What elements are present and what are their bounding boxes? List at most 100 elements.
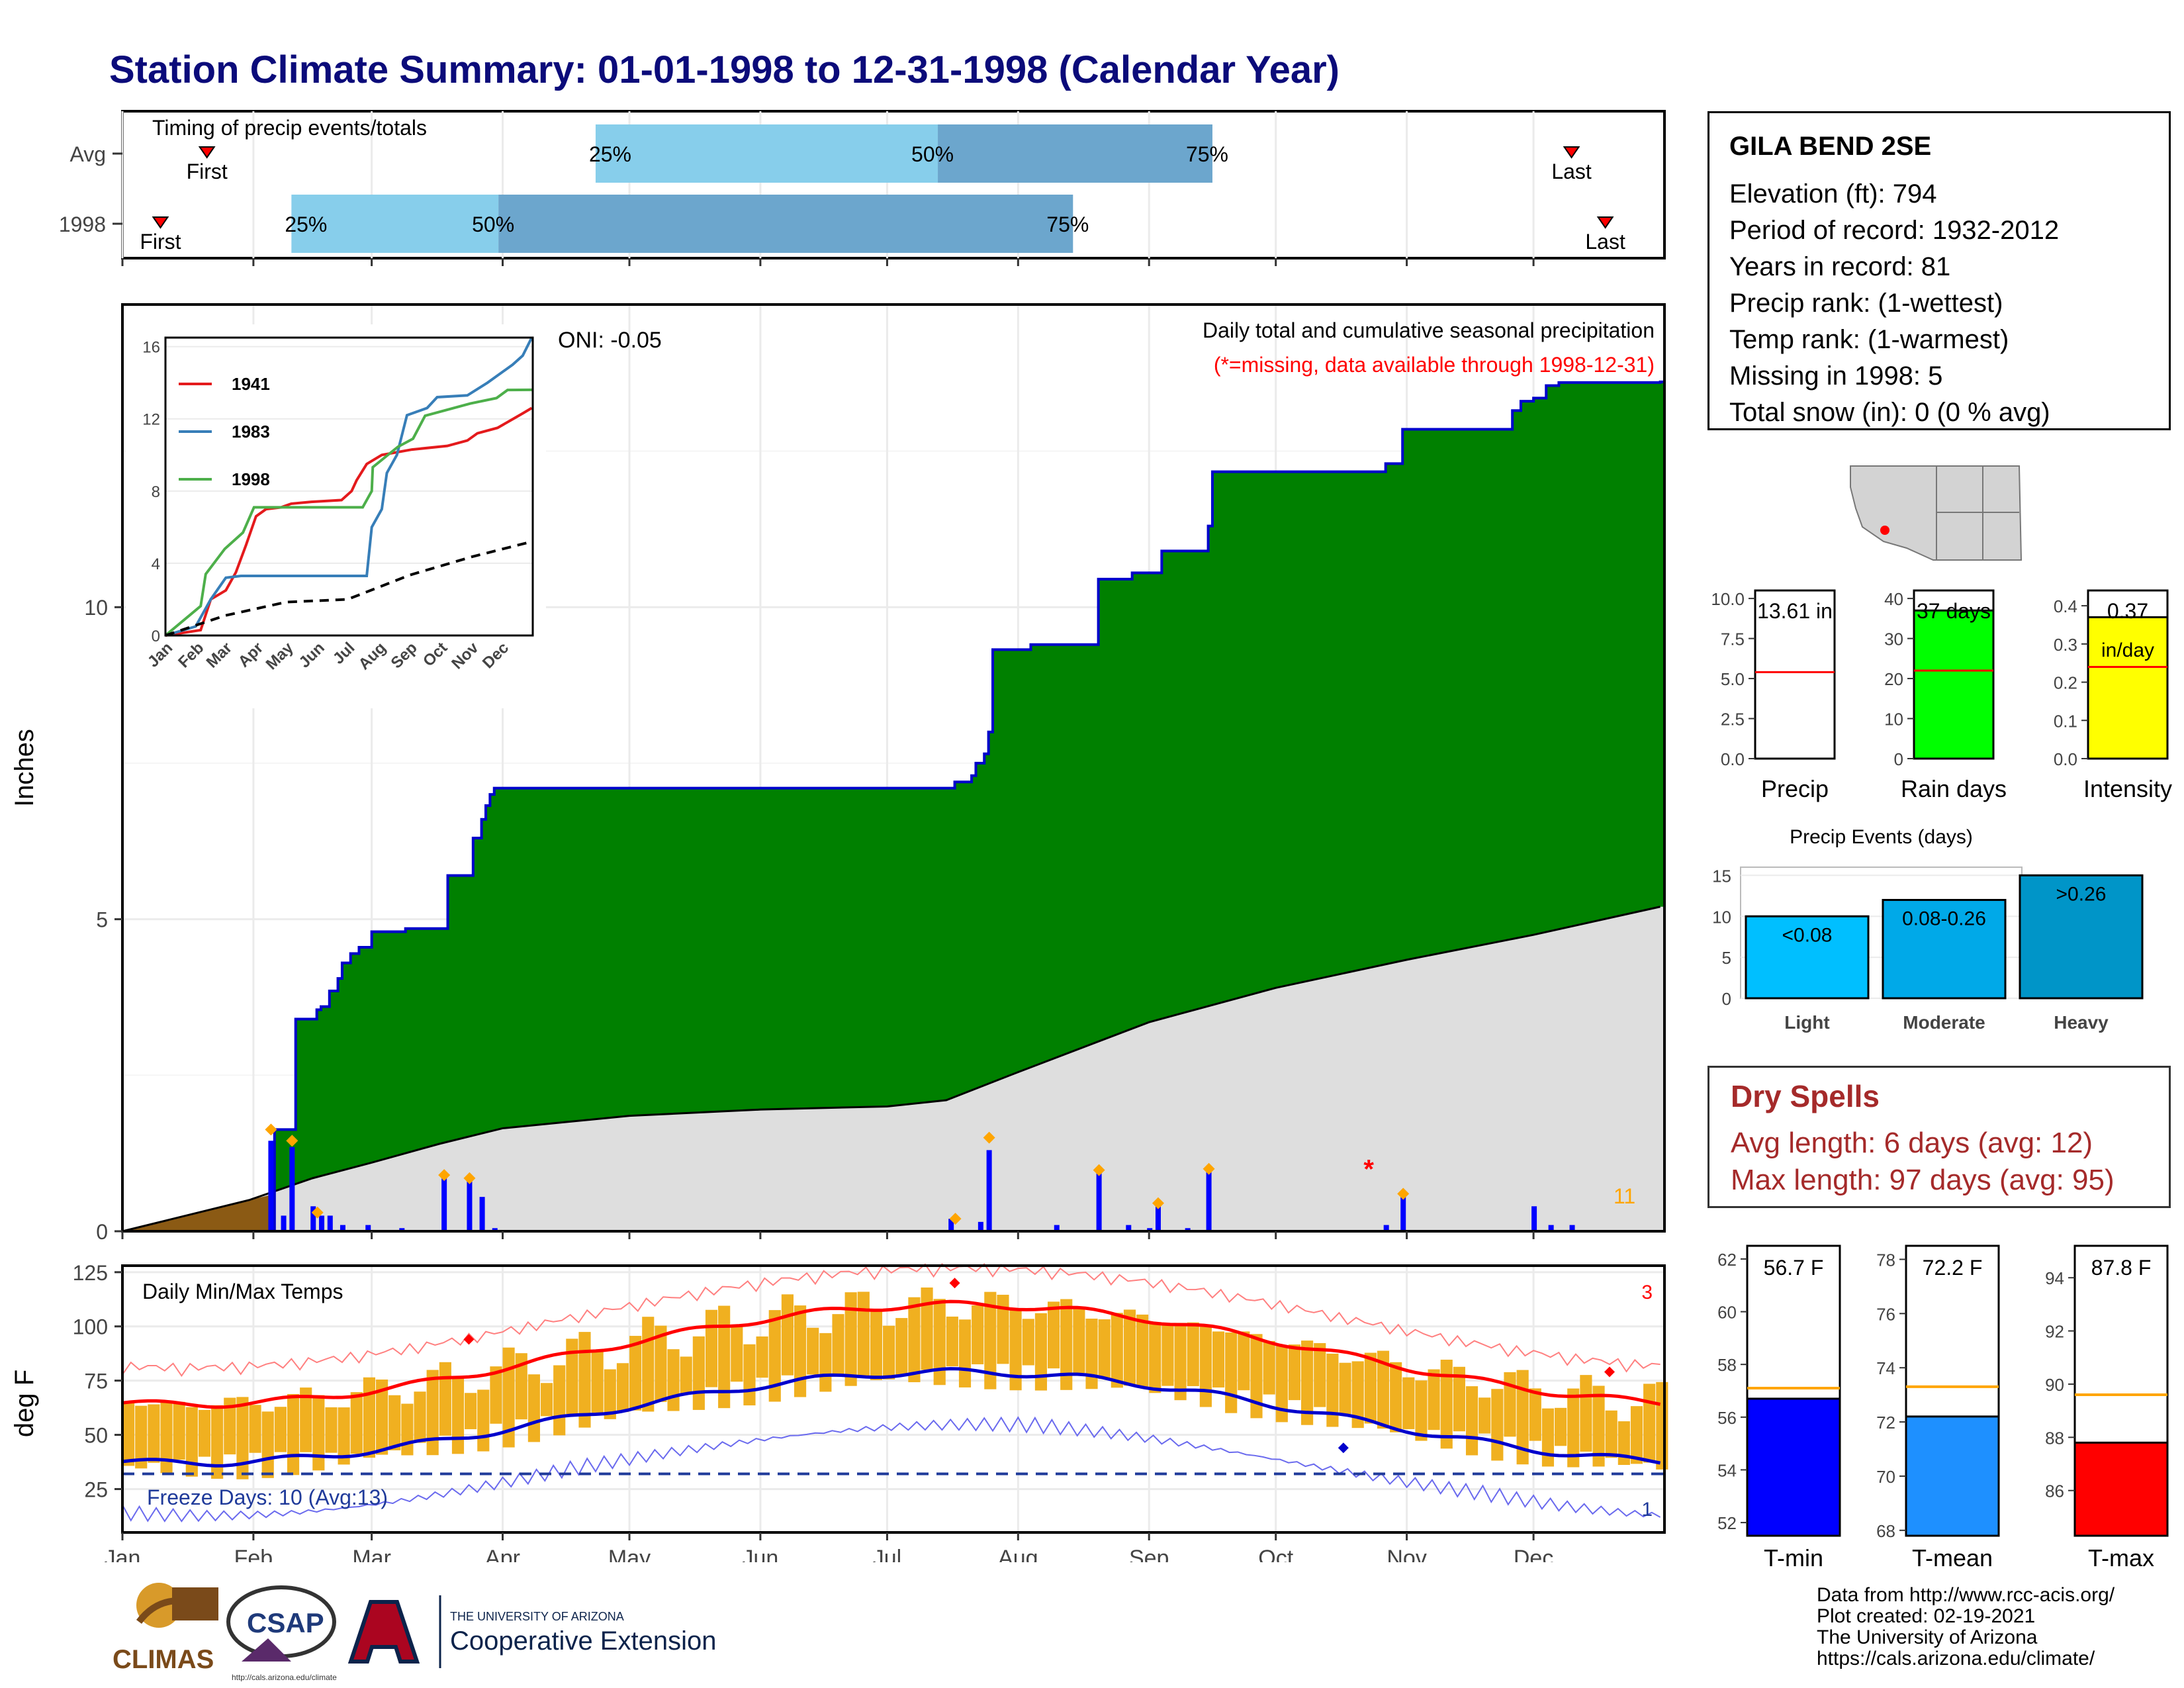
daily-temp-bar	[781, 1294, 794, 1376]
temp-gauges: 52 54 56 58 60 62 56.7 F T-min 68 70 72 74 76 78 72.2 …	[1717, 1244, 2169, 1571]
temp-gauge-fill	[1905, 1415, 2000, 1537]
daily-temp-bar	[997, 1294, 1009, 1364]
daily-precip-bar	[1400, 1194, 1406, 1231]
inset-ytick-label: 4	[152, 555, 160, 573]
daily-temp-bar	[1377, 1350, 1390, 1429]
heavy-event-marker	[438, 1169, 451, 1182]
inset-ytick-label: 16	[142, 339, 160, 357]
station-period: Period of record: 1932-2012	[1729, 216, 2060, 245]
daily-temp-bar	[1263, 1340, 1275, 1395]
inset-legend-label: 1983	[232, 422, 270, 442]
events-bar	[1882, 899, 2007, 1000]
temp-gauge-ytick-label: 52	[1717, 1513, 1737, 1533]
temps-ytick-label: 75	[84, 1370, 108, 1393]
gauge-ytick-label: 5.0	[1721, 669, 1745, 689]
daily-temp-bar	[718, 1305, 731, 1409]
month-label: Aug	[998, 1546, 1038, 1562]
station-precip-rank: Precip rank: (1-wettest)	[1729, 289, 2003, 318]
temps-ytick-label: 100	[73, 1315, 108, 1339]
daily-temp-bar	[1034, 1313, 1047, 1391]
daily-temp-bar	[439, 1362, 451, 1436]
temp-gauge-value-label: 87.8 F	[2091, 1256, 2152, 1280]
daily-temp-bar	[794, 1305, 807, 1397]
daily-temp-bar	[1643, 1383, 1656, 1463]
gauge-ytick-label: 2.5	[1721, 710, 1745, 729]
month-label: Sep	[1129, 1546, 1169, 1562]
daily-precip-bar	[1185, 1228, 1191, 1231]
daily-temp-bar	[895, 1318, 908, 1375]
temps-ytick-label: 25	[84, 1477, 108, 1501]
precip-ytick-label: 10	[84, 596, 108, 620]
month-label: Mar	[352, 1546, 391, 1562]
daily-temp-bar	[1250, 1334, 1263, 1419]
gauge-ytick-label: 0.1	[2054, 711, 2077, 731]
events-bar	[1745, 915, 1870, 1000]
daily-temp-bar	[1339, 1362, 1351, 1415]
timing-q50-label: 50%	[472, 212, 514, 236]
daily-precip-bar	[1383, 1225, 1389, 1231]
daily-temp-bar	[1390, 1362, 1402, 1432]
daily-temp-bar	[807, 1327, 819, 1375]
inset-series-line	[165, 540, 532, 637]
daily-temp-bar	[388, 1395, 401, 1450]
timing-q50-label: 50%	[911, 142, 954, 166]
temp-gauge-value-label: 72.2 F	[1923, 1256, 1983, 1280]
climas-label: CLIMAS	[113, 1645, 214, 1674]
timing-last-marker	[1563, 146, 1580, 159]
temps-top-count: 3	[1641, 1282, 1653, 1303]
record-low-marker	[1338, 1442, 1349, 1454]
heavy-event-marker	[463, 1172, 476, 1184]
daily-temp-bar	[1555, 1407, 1567, 1446]
daily-temp-bar	[465, 1393, 477, 1430]
ua-name-text: Cooperative Extension	[450, 1626, 716, 1656]
daily-temp-bar	[185, 1407, 198, 1477]
gauge-ytick-label: 0.2	[2054, 673, 2077, 693]
precip-frame	[121, 303, 1666, 1233]
temp-gauge-ytick-label: 72	[1876, 1413, 1895, 1432]
daily-temp-bar	[401, 1403, 414, 1456]
daily-precip-bar	[1126, 1225, 1132, 1231]
heavy-event-marker	[1397, 1188, 1410, 1200]
events-category-label: Light	[1784, 1012, 1829, 1033]
temp-gauge-ytick-label: 94	[2045, 1268, 2064, 1288]
daily-temp-bar	[832, 1314, 844, 1376]
events-bar-label: >0.26	[2056, 883, 2107, 905]
daily-precip-bar	[365, 1225, 371, 1231]
temp-gauge-value-label: 56.7 F	[1764, 1256, 1824, 1280]
temp-gauge-ytick-label: 70	[1876, 1467, 1895, 1487]
temp-gauge-ytick-label: 88	[2045, 1428, 2064, 1448]
temp-gauge-ytick-label: 62	[1717, 1250, 1737, 1270]
daily-temp-bar	[972, 1305, 984, 1364]
daily-temp-bar	[1187, 1322, 1199, 1386]
gauge-ytick-label: 0	[1894, 749, 1903, 769]
daily-temp-bar	[692, 1336, 705, 1410]
daily-temp-bar	[1085, 1319, 1098, 1389]
timing-panel: Timing of precip events/totals Avg 25% 50% 7…	[59, 110, 1666, 266]
daily-precip-bar	[310, 1206, 316, 1231]
temps-ytick-label: 50	[84, 1424, 108, 1448]
record-max-line	[122, 1262, 1661, 1378]
daily-temp-bar	[870, 1311, 883, 1380]
daily-temp-bar	[680, 1356, 692, 1394]
events-category-label: Heavy	[2054, 1012, 2109, 1033]
station-snow: Total snow (in): 0 (0 % avg)	[1729, 398, 2050, 427]
daily-temp-bar	[1516, 1370, 1529, 1465]
events-ytick-label: 10	[1712, 907, 1731, 927]
daily-precip-bar	[281, 1215, 287, 1231]
daily-temp-bar	[857, 1291, 870, 1378]
dry-spells-heading: Dry Spells	[1731, 1079, 1880, 1113]
credit-univ: The University of Arizona	[1817, 1626, 2038, 1648]
daily-temp-bar	[122, 1403, 135, 1466]
summary-gauges: 0.0 2.5 5.0 7.5 10.0 13.61 in Precip 0 10 20 30 40 3…	[1711, 589, 2172, 802]
daily-temp-bar	[705, 1309, 718, 1387]
dry-spells-box: Dry Spells Avg length: 6 days (avg: 12) …	[1707, 1066, 2171, 1208]
daily-precip-bar	[948, 1219, 954, 1231]
daily-temp-bar	[173, 1401, 185, 1460]
daily-temp-bar	[933, 1299, 946, 1385]
gauge-value-label: 13.61 in	[1757, 599, 1833, 623]
station-temp-rank: Temp rank: (1-warmest)	[1729, 325, 2009, 354]
temp-gauge-ytick-label: 74	[1876, 1358, 1895, 1378]
inset-series-line	[165, 406, 533, 637]
daily-precip-bar	[319, 1215, 325, 1231]
daily-temp-bar	[642, 1317, 655, 1412]
